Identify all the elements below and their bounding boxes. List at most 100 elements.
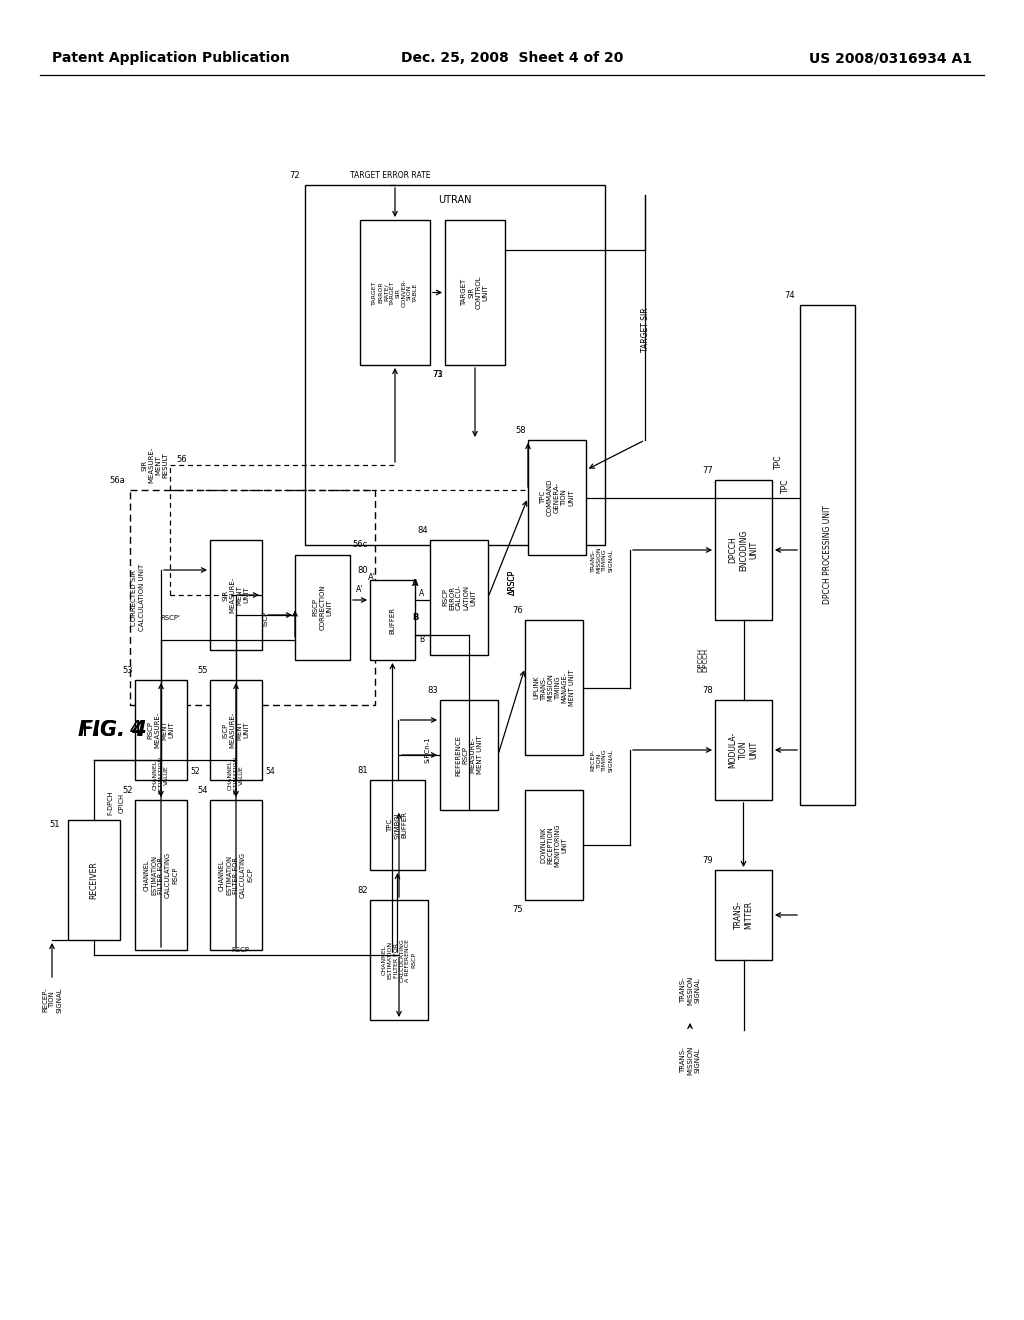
- Text: RSCP
MEASURE-
MENT
UNIT: RSCP MEASURE- MENT UNIT: [147, 711, 174, 748]
- Text: CHANNEL
ESTIMATION
FILTER FOR
CALCULATING
ISCP: CHANNEL ESTIMATION FILTER FOR CALCULATIN…: [219, 851, 253, 898]
- Text: 81: 81: [357, 766, 368, 775]
- Text: TRANS-
MISSION
SIGNAL: TRANS- MISSION SIGNAL: [680, 975, 700, 1005]
- Bar: [295, 554, 350, 660]
- Text: DPCCH: DPCCH: [697, 648, 703, 672]
- Text: 74: 74: [784, 290, 795, 300]
- Bar: [210, 800, 262, 950]
- Text: Patent Application Publication: Patent Application Publication: [52, 51, 290, 65]
- Bar: [528, 440, 586, 554]
- Text: CORRECTED SIR
CALCULATION UNIT: CORRECTED SIR CALCULATION UNIT: [131, 564, 144, 631]
- Text: TARGET ERROR RATE: TARGET ERROR RATE: [350, 170, 430, 180]
- Text: 51: 51: [49, 820, 60, 829]
- Bar: [715, 700, 772, 800]
- Bar: [135, 680, 187, 780]
- Text: DPCCH PROCESSING UNIT: DPCCH PROCESSING UNIT: [823, 506, 831, 605]
- Text: TPC: TPC: [780, 478, 790, 492]
- Text: 77: 77: [702, 466, 713, 475]
- Text: FIG. 4: FIG. 4: [78, 719, 146, 741]
- Text: ISCP: ISCP: [262, 610, 268, 626]
- Text: 52: 52: [123, 785, 133, 795]
- Text: 83: 83: [427, 686, 438, 696]
- Text: 56: 56: [177, 455, 187, 465]
- Text: 56a: 56a: [110, 477, 125, 484]
- Text: UPLINK
TRANS-
MISSION
TIMING
MANAGE-
MENT UNIT: UPLINK TRANS- MISSION TIMING MANAGE- MEN…: [534, 669, 574, 706]
- Bar: [370, 780, 425, 870]
- Text: DPCCH: DPCCH: [702, 648, 708, 672]
- Text: 79: 79: [702, 855, 713, 865]
- Bar: [135, 800, 187, 950]
- Text: DPCCH
ENCODING
UNIT: DPCCH ENCODING UNIT: [729, 529, 759, 570]
- Text: RSCP
CORRECTION
UNIT: RSCP CORRECTION UNIT: [312, 585, 333, 631]
- Text: RECEP-
TION
TIMING
SIGNAL: RECEP- TION TIMING SIGNAL: [591, 748, 613, 772]
- Text: 54: 54: [265, 767, 274, 776]
- Text: 73: 73: [432, 370, 442, 379]
- Text: 76: 76: [512, 606, 523, 615]
- Text: REFERENCE
RSCP
MEASURE-
MENT UNIT: REFERENCE RSCP MEASURE- MENT UNIT: [456, 734, 482, 776]
- Text: ΔRSCP: ΔRSCP: [508, 569, 516, 594]
- Text: FIG. 4: FIG. 4: [82, 719, 142, 741]
- Text: SIR
MEASURE-
MENT
RESULT: SIR MEASURE- MENT RESULT: [141, 447, 169, 483]
- Text: B: B: [420, 635, 425, 644]
- Bar: [130, 490, 375, 705]
- Text: CHANNEL
ESTIMATION
FILTER FOR
CALCULATING
A REFERENCE
RSCP: CHANNEL ESTIMATION FILTER FOR CALCULATIN…: [382, 939, 416, 982]
- Text: A: A: [420, 589, 425, 598]
- Text: TPC: TPC: [773, 455, 782, 469]
- Text: RSCP
ERROR
CALCU-
LATION
UNIT: RSCP ERROR CALCU- LATION UNIT: [442, 585, 476, 610]
- Bar: [715, 870, 772, 960]
- Bar: [370, 900, 428, 1020]
- Bar: [440, 700, 498, 810]
- Text: TARGET SIR: TARGET SIR: [640, 308, 649, 352]
- Text: A': A': [356, 586, 364, 594]
- Text: Dec. 25, 2008  Sheet 4 of 20: Dec. 25, 2008 Sheet 4 of 20: [400, 51, 624, 65]
- Text: 55: 55: [198, 667, 208, 675]
- Text: DOWNLINK
RECEPTION
MONITORING
UNIT: DOWNLINK RECEPTION MONITORING UNIT: [541, 824, 567, 867]
- Text: CHANNEL
ESTIMATION
VALUE: CHANNEL ESTIMATION VALUE: [153, 756, 169, 795]
- Text: ΔRSCP: ΔRSCP: [508, 569, 516, 594]
- Text: A: A: [412, 578, 418, 587]
- Bar: [360, 220, 430, 366]
- Text: TARGET
ERROR
RATE/
TARGET
SIR
CONVER-
SION
TABLE: TARGET ERROR RATE/ TARGET SIR CONVER- SI…: [372, 279, 418, 306]
- Text: 53: 53: [123, 667, 133, 675]
- Text: US 2008/0316934 A1: US 2008/0316934 A1: [809, 51, 972, 65]
- Text: RECEP-
TION
SIGNAL: RECEP- TION SIGNAL: [42, 987, 62, 1012]
- Bar: [715, 480, 772, 620]
- Bar: [445, 220, 505, 366]
- Text: 56c: 56c: [352, 540, 368, 549]
- Text: TRANS-
MITTER: TRANS- MITTER: [734, 900, 754, 929]
- Text: TRANS-
MISSION
SIGNAL: TRANS- MISSION SIGNAL: [680, 1045, 700, 1074]
- Bar: [68, 820, 120, 940]
- Text: CHANNEL
ESTIMATION
VALUE: CHANNEL ESTIMATION VALUE: [227, 756, 245, 795]
- Text: B: B: [412, 614, 418, 623]
- Text: 71: 71: [432, 370, 443, 379]
- Bar: [370, 579, 415, 660]
- Text: 78: 78: [702, 686, 713, 696]
- Text: 84: 84: [418, 525, 428, 535]
- Text: RECEIVER: RECEIVER: [89, 861, 98, 899]
- Text: TRANS-
MISSION
TIMING
SIGNAL: TRANS- MISSION TIMING SIGNAL: [591, 546, 613, 573]
- Text: 80: 80: [357, 566, 368, 576]
- Text: TPC
COMMAND
GENERA-
TION
UNIT: TPC COMMAND GENERA- TION UNIT: [540, 479, 574, 516]
- Text: TARGET
SIR
CONTROL
UNIT: TARGET SIR CONTROL UNIT: [462, 276, 488, 309]
- Text: TPC
SYMBOL
BUFFER: TPC SYMBOL BUFFER: [387, 810, 408, 840]
- Text: 54: 54: [198, 785, 208, 795]
- Text: ISCP
MEASURE-
MENT
UNIT: ISCP MEASURE- MENT UNIT: [222, 711, 250, 748]
- Text: RSCP: RSCP: [231, 946, 249, 953]
- Text: SₜPCn-1: SₜPCn-1: [425, 737, 431, 763]
- Text: F-DPCH: F-DPCH: [106, 791, 113, 816]
- Text: 75: 75: [512, 906, 523, 913]
- Bar: [800, 305, 855, 805]
- Bar: [210, 680, 262, 780]
- Text: BUFFER: BUFFER: [389, 606, 395, 634]
- Bar: [525, 620, 583, 755]
- Bar: [430, 540, 488, 655]
- Bar: [525, 789, 583, 900]
- Text: UTRAN: UTRAN: [438, 195, 472, 205]
- Text: SIR
MEASURE-
MENT
UNIT: SIR MEASURE- MENT UNIT: [222, 577, 250, 612]
- Text: A': A': [368, 573, 376, 582]
- Bar: [210, 540, 262, 649]
- Text: MODULA-
TION
UNIT: MODULA- TION UNIT: [729, 731, 759, 768]
- Text: 58: 58: [515, 426, 526, 436]
- Text: RSCP': RSCP': [160, 615, 180, 620]
- Text: 52: 52: [190, 767, 200, 776]
- Text: 82: 82: [357, 886, 368, 895]
